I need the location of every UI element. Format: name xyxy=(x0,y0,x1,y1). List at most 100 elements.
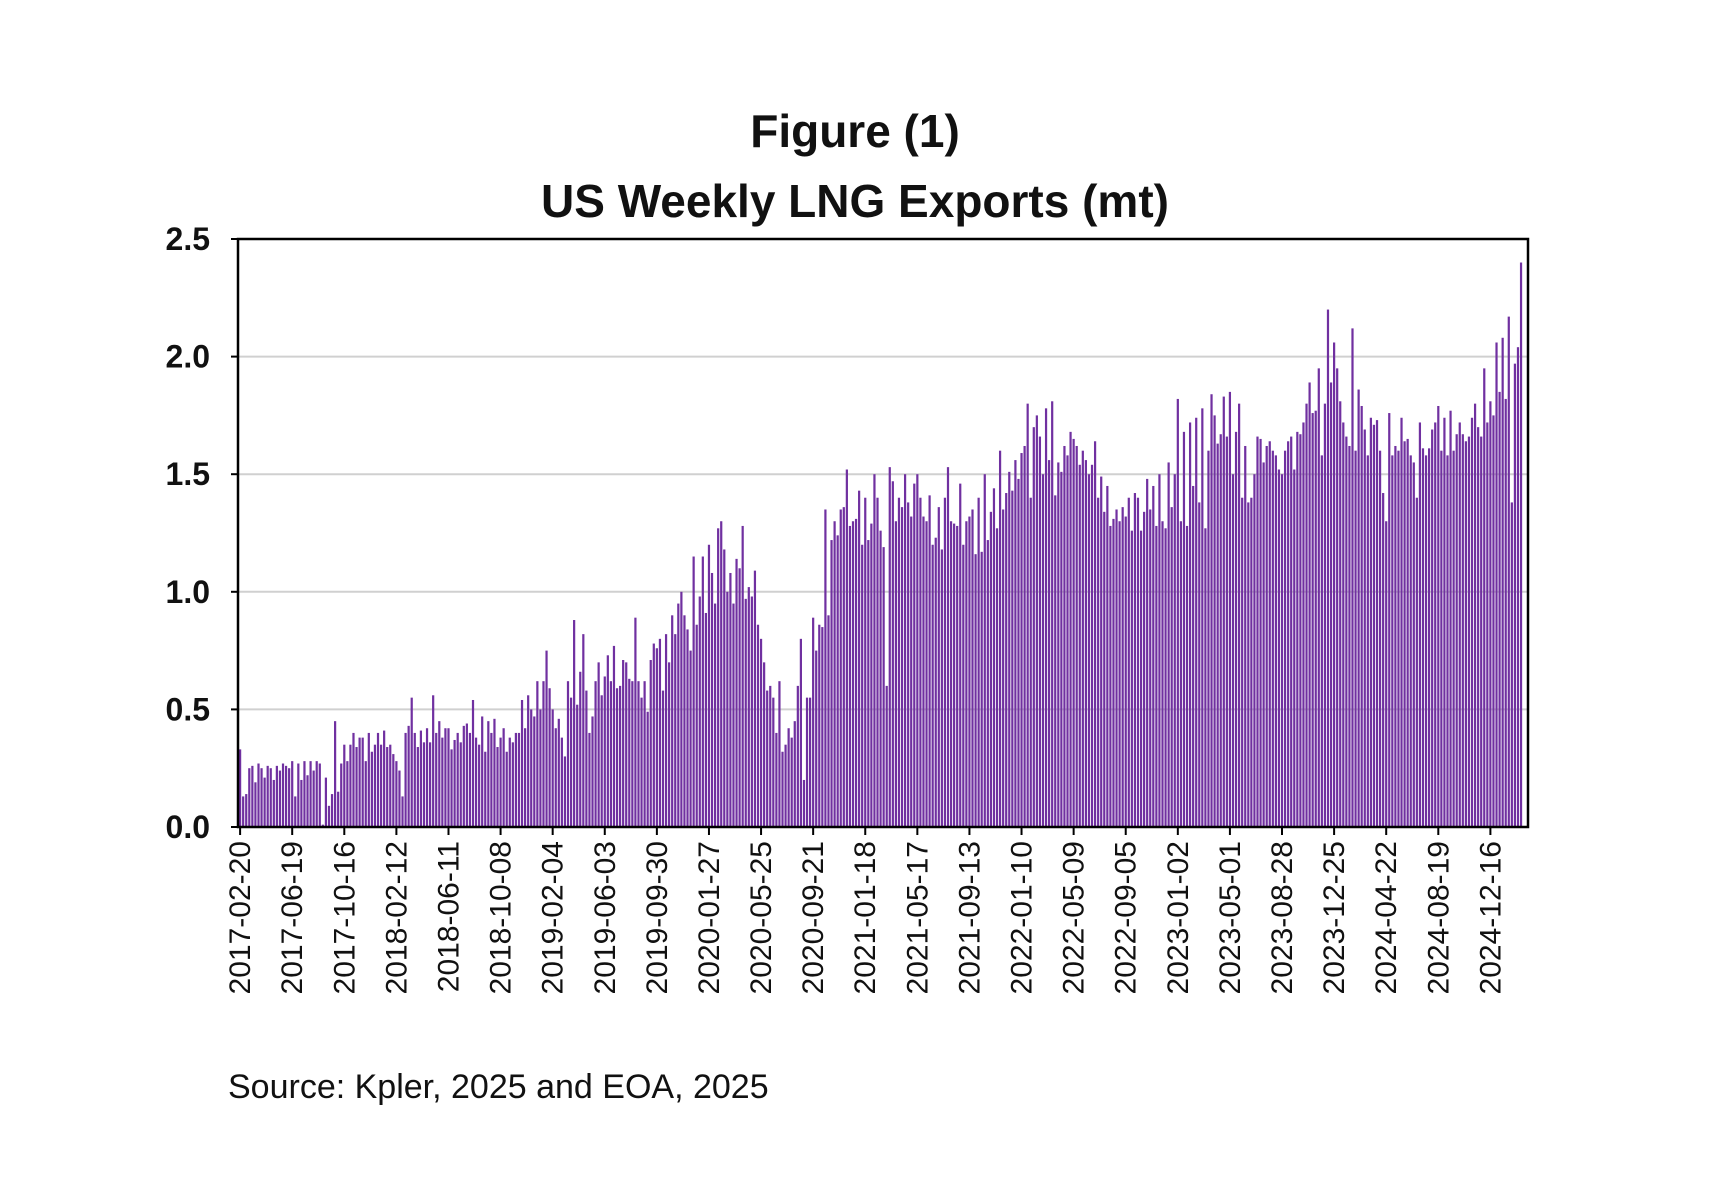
bar xyxy=(1406,438,1409,827)
bar xyxy=(747,587,750,827)
bar xyxy=(968,516,971,827)
bar xyxy=(517,732,521,827)
bar xyxy=(579,671,582,827)
bar xyxy=(1461,434,1464,827)
bar xyxy=(539,709,542,827)
x-tick-label: 2017-10-16 xyxy=(328,841,361,994)
bar xyxy=(389,744,392,827)
bar xyxy=(864,497,867,827)
bar xyxy=(435,732,438,827)
bar xyxy=(848,525,852,827)
bar xyxy=(1155,525,1158,827)
bar xyxy=(1382,493,1385,827)
x-tick-label: 2020-01-27 xyxy=(693,841,726,994)
bar xyxy=(1185,525,1189,827)
bar xyxy=(1139,530,1143,827)
bar xyxy=(1403,441,1406,827)
bar xyxy=(1247,502,1250,827)
bar xyxy=(1492,415,1495,827)
bar xyxy=(830,540,833,827)
bar xyxy=(508,737,511,827)
bar xyxy=(922,516,925,827)
bar xyxy=(560,737,563,827)
bar xyxy=(1400,417,1403,827)
bar xyxy=(1351,328,1354,827)
bar xyxy=(1452,450,1455,827)
x-tick-label: 2024-04-22 xyxy=(1370,841,1403,994)
bar xyxy=(726,591,729,827)
bar xyxy=(1109,525,1112,827)
bar xyxy=(1443,417,1446,827)
bar xyxy=(373,744,377,827)
bar xyxy=(1152,485,1155,827)
bar xyxy=(940,549,943,827)
bar xyxy=(959,483,962,827)
bar xyxy=(686,629,689,827)
bar xyxy=(876,497,879,827)
bar xyxy=(1495,342,1498,827)
bar xyxy=(1326,309,1330,827)
bar xyxy=(769,685,772,827)
x-tick-label: 2022-09-05 xyxy=(1110,841,1143,994)
bar xyxy=(441,737,444,827)
bar xyxy=(1458,422,1461,827)
x-tick-label: 2023-05-01 xyxy=(1214,841,1247,994)
bar xyxy=(763,662,766,827)
x-tick-label: 2021-09-13 xyxy=(953,841,986,994)
bar xyxy=(315,761,318,827)
bar xyxy=(1143,511,1146,827)
bar xyxy=(1271,450,1274,827)
y-tick-label: 2.0 xyxy=(166,339,210,375)
bar xyxy=(239,749,242,827)
bar xyxy=(1195,417,1198,827)
bar xyxy=(784,744,787,827)
bar xyxy=(1354,450,1357,827)
bar xyxy=(891,481,894,827)
bar xyxy=(1115,509,1118,827)
bar xyxy=(1238,403,1241,827)
bar xyxy=(459,742,462,827)
bar xyxy=(569,697,573,827)
bar xyxy=(1118,521,1121,827)
bar xyxy=(729,572,732,827)
bar xyxy=(1146,478,1149,827)
bar xyxy=(625,662,628,827)
bar xyxy=(1428,448,1431,827)
bar xyxy=(1228,391,1232,827)
bar xyxy=(900,507,904,827)
bar xyxy=(379,744,383,827)
bar xyxy=(254,782,257,827)
bar xyxy=(278,770,282,827)
bar xyxy=(781,751,784,827)
bar xyxy=(854,518,858,827)
bar xyxy=(324,777,328,827)
bar xyxy=(1026,403,1029,827)
bar xyxy=(1075,445,1078,827)
bar xyxy=(1409,455,1412,827)
y-tick-label: 2.5 xyxy=(166,221,210,257)
bar xyxy=(370,751,373,827)
bar xyxy=(502,728,505,827)
bar xyxy=(986,540,989,827)
bar xyxy=(858,490,861,827)
source-note: Source: Kpler, 2025 and EOA, 2025 xyxy=(228,1068,769,1106)
bar xyxy=(995,528,999,827)
bar xyxy=(1274,455,1277,827)
bar xyxy=(658,638,662,827)
bar xyxy=(851,521,855,827)
bar xyxy=(741,525,744,827)
bar xyxy=(416,747,419,827)
bar xyxy=(1182,431,1186,827)
bar xyxy=(1421,448,1425,827)
bar xyxy=(1366,455,1369,827)
bar xyxy=(1136,497,1140,827)
bar xyxy=(1179,521,1182,827)
bar xyxy=(1054,495,1057,827)
axes xyxy=(236,237,1530,829)
bar xyxy=(456,732,459,827)
bar xyxy=(1219,434,1222,827)
bar xyxy=(821,627,824,827)
bar xyxy=(395,761,398,827)
bar xyxy=(1081,450,1084,827)
